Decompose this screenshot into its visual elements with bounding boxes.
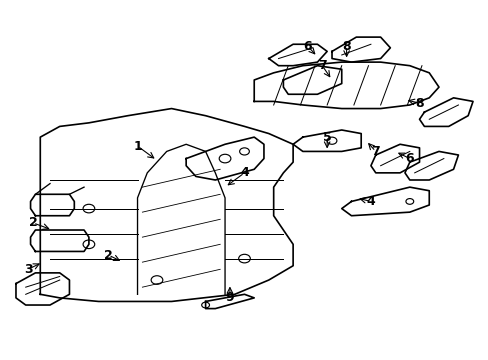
Text: 4: 4 [240,166,248,179]
Text: 5: 5 [322,131,331,144]
Text: 9: 9 [225,291,234,305]
Text: 6: 6 [405,152,413,165]
Text: 7: 7 [371,145,379,158]
Text: 2: 2 [29,216,37,229]
Text: 8: 8 [342,40,350,53]
Text: 1: 1 [133,140,142,153]
Text: 4: 4 [366,195,374,208]
Text: 8: 8 [414,97,423,110]
Text: 7: 7 [317,59,326,72]
Text: 2: 2 [104,248,113,261]
Text: 3: 3 [24,263,32,276]
Text: 6: 6 [303,40,311,53]
